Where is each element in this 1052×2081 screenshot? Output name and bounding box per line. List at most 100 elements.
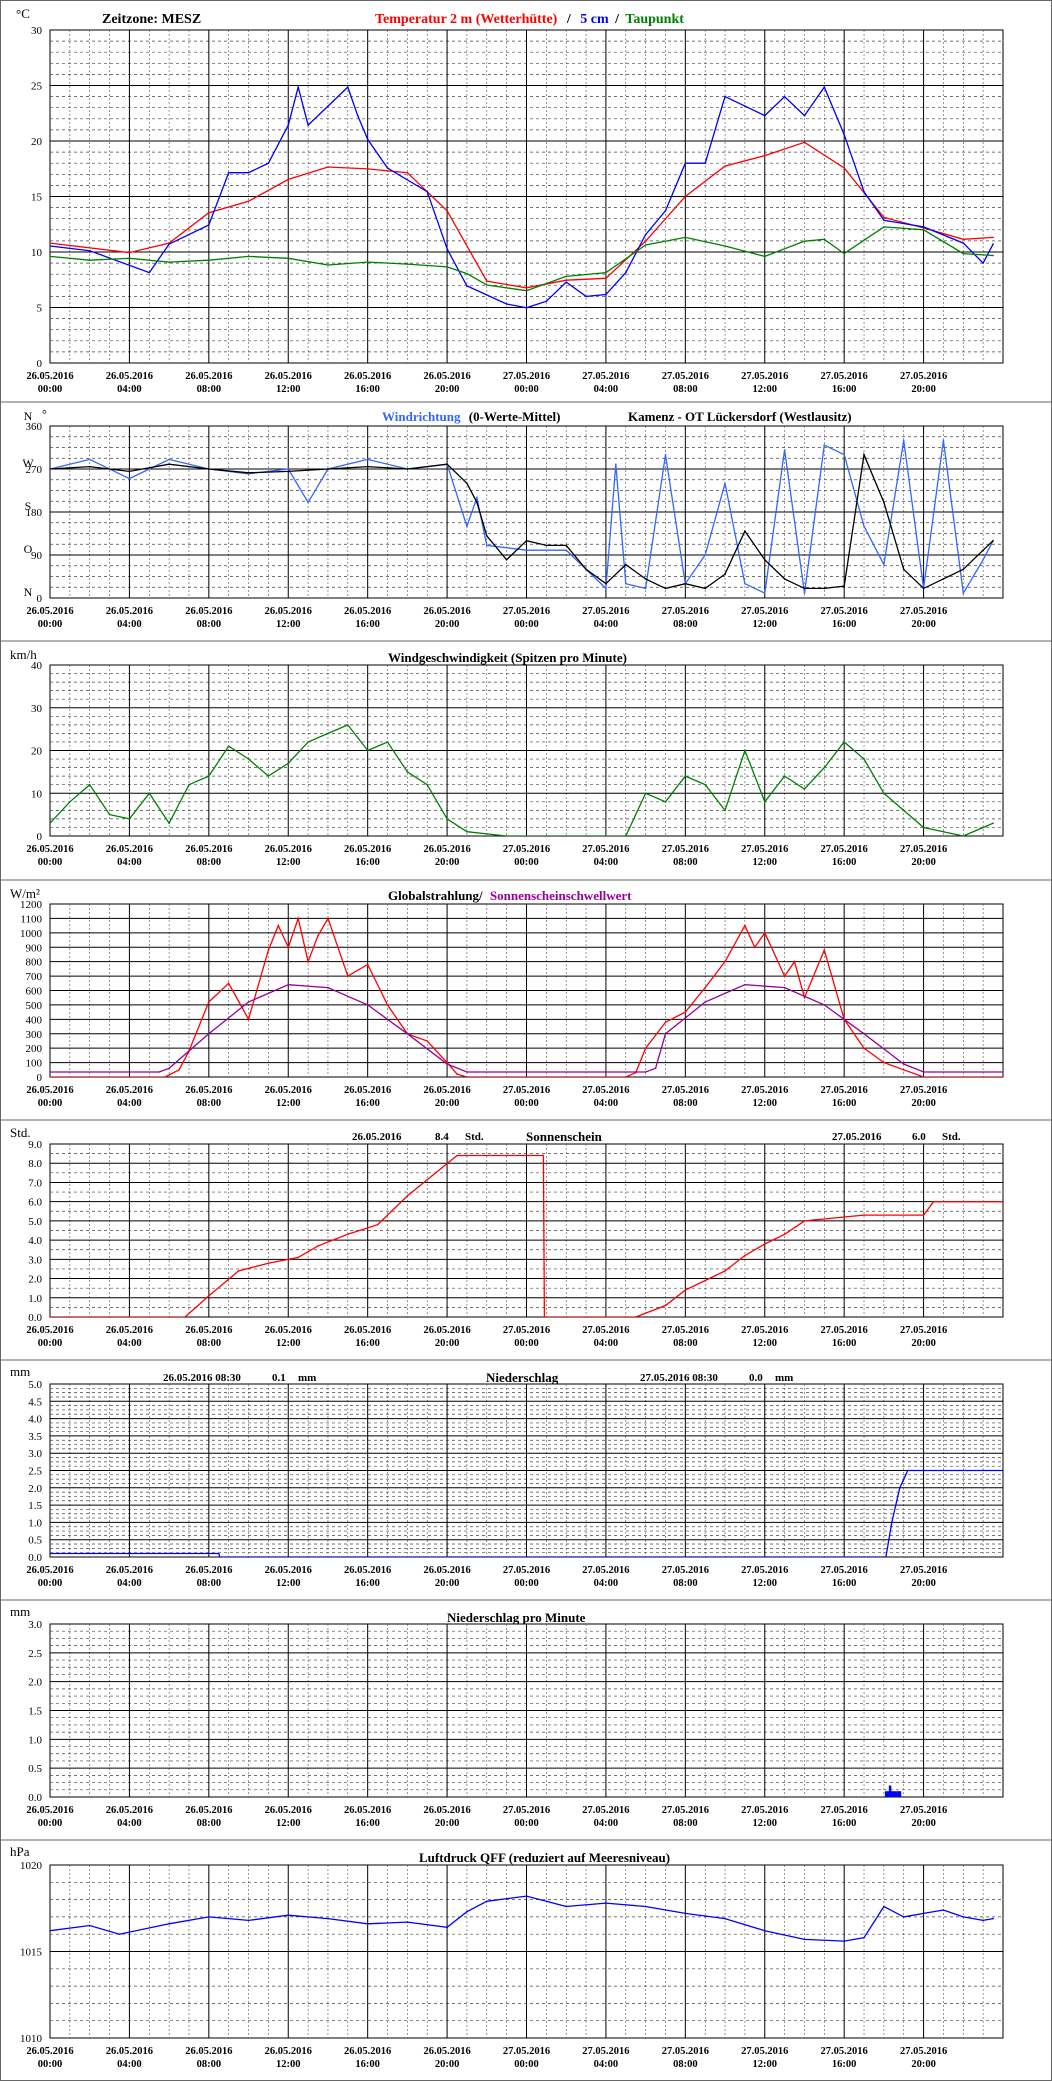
- windspeed-point: [843, 741, 845, 743]
- winddir-point: [883, 501, 885, 504]
- radiation-point: [267, 949, 270, 951]
- radiation-point: [664, 1033, 667, 1035]
- winddir-point: [505, 559, 508, 561]
- winddir-point: [446, 463, 448, 466]
- radiation-point: [287, 983, 290, 986]
- windspeed-point: [148, 792, 151, 795]
- temperature-unit-label: °C: [16, 6, 30, 21]
- x-tick-time: 00:00: [514, 1098, 539, 1109]
- radiation-point: [317, 934, 319, 937]
- winddir-point: [247, 473, 250, 475]
- temperature-point: [803, 114, 806, 117]
- temperature-point: [247, 200, 250, 203]
- radiation-point: [525, 1076, 528, 1077]
- x-tick-date: 26.05.2016: [344, 1325, 391, 1336]
- temperature-point: [922, 226, 925, 228]
- winddir-point: [684, 582, 687, 585]
- x-tick-date: 26.05.2016: [344, 1805, 391, 1816]
- x-tick-date: 27.05.2016: [582, 606, 629, 617]
- pressure-point: [168, 1923, 170, 1925]
- winddir-point: [863, 453, 865, 456]
- x-tick-time: 20:00: [911, 1338, 936, 1349]
- plot-frame: [49, 29, 1004, 364]
- winddir-point: [208, 468, 210, 470]
- sunshine-point: [456, 1154, 458, 1157]
- x-tick-time: 20:00: [435, 1098, 460, 1109]
- precip_min-bar: [884, 1791, 888, 1797]
- temperature-point: [366, 261, 369, 263]
- sunshine-point: [237, 1270, 240, 1272]
- x-tick-date: 27.05.2016: [582, 1805, 629, 1816]
- x-tick-time: 20:00: [911, 1578, 936, 1589]
- temperature-point: [148, 271, 151, 274]
- x-tick-date: 26.05.2016: [265, 1565, 312, 1576]
- x-tick-date: 26.05.2016: [185, 1325, 232, 1336]
- legend-dewpoint: Taupunkt: [625, 12, 684, 27]
- sunshine-summary-1-unit: Std.: [465, 1131, 484, 1143]
- y-tick-label: 5.0: [28, 1379, 42, 1391]
- y-tick-label: 2.0: [28, 1677, 42, 1689]
- y-tick-label: 0.5: [28, 1763, 42, 1775]
- winddir-point: [615, 463, 617, 466]
- radiation-point: [327, 917, 329, 920]
- sunshine-point: [184, 1316, 186, 1317]
- x-tick-date: 27.05.2016: [821, 1325, 868, 1336]
- x-tick-time: 16:00: [355, 619, 380, 630]
- sunshine-summary-2: 27.05.2016 6.0 Std.: [832, 1131, 961, 1143]
- x-tick-date: 26.05.2016: [26, 606, 73, 617]
- winddir-point: [942, 439, 945, 442]
- winddir-point: [962, 568, 965, 571]
- y-tick-label: 0.0: [28, 1312, 42, 1324]
- winddir-point: [168, 463, 170, 466]
- radiation-point: [247, 1018, 250, 1021]
- x-tick-date: 27.05.2016: [821, 371, 868, 382]
- radiation-point: [50, 1076, 51, 1077]
- sunshine-point: [744, 1254, 746, 1257]
- temperature-point: [625, 271, 627, 274]
- temperature-point: [605, 277, 607, 280]
- radiation-point: [406, 1033, 409, 1035]
- winddir-point: [366, 458, 369, 461]
- temperature-point: [356, 114, 359, 117]
- y-tick-label: 3.0: [28, 1254, 42, 1266]
- temperature-point: [50, 255, 51, 258]
- windspeed-point: [684, 775, 687, 777]
- temperature-point: [585, 295, 587, 298]
- radiation-point: [366, 1004, 369, 1006]
- x-tick-time: 04:00: [594, 1098, 619, 1109]
- winddir-point: [664, 587, 667, 590]
- winddir-point: [843, 585, 845, 587]
- x-tick-time: 00:00: [38, 1098, 63, 1109]
- windspeed-point: [644, 792, 647, 795]
- radiation-point: [277, 924, 280, 927]
- x-tick-date: 26.05.2016: [265, 1325, 312, 1336]
- x-tick-time: 12:00: [753, 2059, 778, 2070]
- x-tick-date: 26.05.2016: [26, 2046, 73, 2057]
- x-tick-date: 27.05.2016: [900, 1325, 947, 1336]
- pressure-point: [684, 1912, 687, 1915]
- temperature-title: Temperatur 2 m (Wetterhütte) / 5 cm / Ta…: [375, 12, 684, 27]
- windspeed-point: [545, 835, 548, 836]
- sunshine-point: [932, 1200, 935, 1203]
- windspeed-point: [764, 801, 766, 803]
- winddir-point: [525, 549, 528, 551]
- y-tick-label: 9.0: [28, 1139, 42, 1151]
- winddir-point: [783, 449, 786, 451]
- temperature-point: [883, 226, 885, 228]
- precip-summary-2-unit: mm: [775, 1372, 793, 1384]
- radiation-point: [297, 917, 300, 920]
- radiation-point: [704, 986, 706, 989]
- y-tick-label: 0: [37, 358, 43, 370]
- radiation-point: [1002, 1071, 1003, 1073]
- x-tick-time: 12:00: [276, 1338, 301, 1349]
- compass-label: N: [24, 585, 33, 599]
- winddir-point: [843, 453, 845, 456]
- x-tick-date: 27.05.2016: [662, 1565, 709, 1576]
- y-tick-label: 2.0: [28, 1274, 42, 1286]
- y-tick-label: 1200: [20, 899, 43, 911]
- radiation-point: [922, 1076, 925, 1077]
- windspeed-point: [962, 835, 965, 836]
- x-tick-date: 26.05.2016: [106, 1805, 153, 1816]
